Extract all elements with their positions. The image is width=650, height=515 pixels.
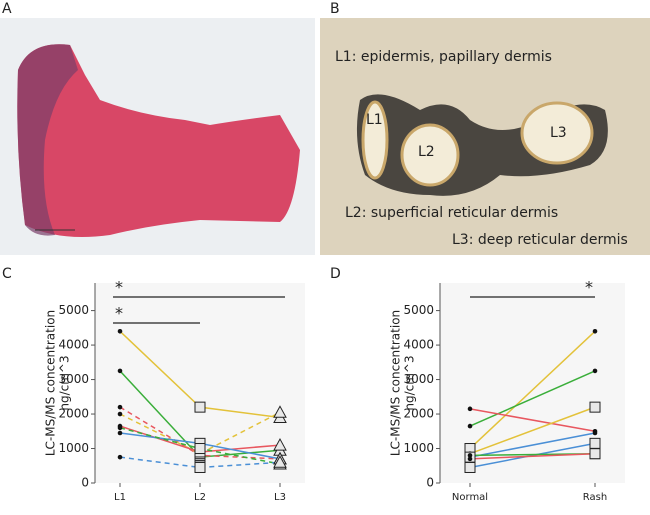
- marker: [273, 438, 287, 451]
- marker: [117, 328, 123, 334]
- y-tick-label: 4000: [58, 338, 89, 352]
- series-line: [469, 442, 596, 469]
- x-tick-label: Normal: [452, 492, 488, 503]
- marker: [117, 425, 123, 431]
- region-label: L2: [418, 144, 435, 160]
- y-axis-label: LC-MS/MS concentration: [44, 310, 58, 456]
- marker: [117, 404, 123, 410]
- x-tick-label: L3: [274, 492, 286, 503]
- significance-star: *: [115, 304, 123, 323]
- series-line: [469, 370, 596, 427]
- marker: [592, 328, 598, 334]
- series-line: [469, 452, 596, 460]
- significance-star: *: [585, 278, 593, 297]
- caption: L3: deep reticular dermis: [452, 232, 628, 248]
- region-l1: [361, 100, 389, 180]
- y-axis-label: LC-MS/MS concentration: [389, 310, 403, 456]
- panel-letter: D: [330, 266, 341, 282]
- series-line: [469, 408, 596, 433]
- caption: L1: epidermis, papillary dermis: [335, 49, 552, 65]
- marker: [194, 443, 206, 455]
- marker: [467, 453, 473, 458]
- y-tick-label: 1000: [403, 441, 434, 455]
- tissue-epidermis: [17, 44, 78, 236]
- marker: [117, 411, 123, 417]
- marker: [117, 430, 123, 436]
- marker: [589, 401, 601, 413]
- series-line: [119, 411, 281, 455]
- panel-letter: C: [2, 266, 12, 282]
- marker: [592, 368, 598, 374]
- x-tick-label: Rash: [583, 492, 607, 503]
- marker: [467, 423, 473, 429]
- region-label: L3: [550, 125, 567, 141]
- y-tick-label: 3000: [58, 372, 89, 386]
- y-axis-label: ng/cm^3: [58, 355, 72, 410]
- region-l3: [520, 101, 594, 165]
- caption: L2: superficial reticular dermis: [345, 205, 558, 221]
- marker: [589, 448, 601, 460]
- series-line: [469, 432, 596, 458]
- series-line: [469, 406, 596, 455]
- marker: [273, 405, 287, 418]
- y-tick-label: 0: [81, 476, 89, 490]
- region-l2: [400, 123, 460, 187]
- marker: [592, 430, 598, 436]
- marker: [117, 368, 123, 374]
- y-tick-label: 5000: [58, 303, 89, 317]
- y-tick-label: 5000: [403, 303, 434, 317]
- marker: [464, 461, 476, 473]
- panel-letter: A: [2, 1, 12, 17]
- y-tick-label: 1000: [58, 441, 89, 455]
- marker: [273, 455, 287, 468]
- series-line: [469, 330, 596, 450]
- y-tick-label: 4000: [403, 338, 434, 352]
- y-tick-label: 2000: [58, 407, 89, 421]
- x-tick-label: L2: [194, 492, 206, 503]
- y-tick-label: 3000: [403, 372, 434, 386]
- marker: [194, 461, 206, 473]
- marker: [117, 454, 123, 460]
- panel-letter: B: [330, 1, 340, 17]
- significance-star: *: [115, 278, 123, 297]
- marker: [467, 406, 473, 412]
- y-tick-label: 2000: [403, 407, 434, 421]
- marker: [467, 456, 473, 462]
- tissue-section: [17, 44, 301, 238]
- marker: [194, 401, 206, 413]
- x-tick-label: L1: [114, 492, 126, 503]
- region-label: L1: [366, 112, 383, 128]
- y-axis-label: ng/cm^3: [403, 355, 417, 410]
- y-tick-label: 0: [426, 476, 434, 490]
- marker: [589, 437, 601, 449]
